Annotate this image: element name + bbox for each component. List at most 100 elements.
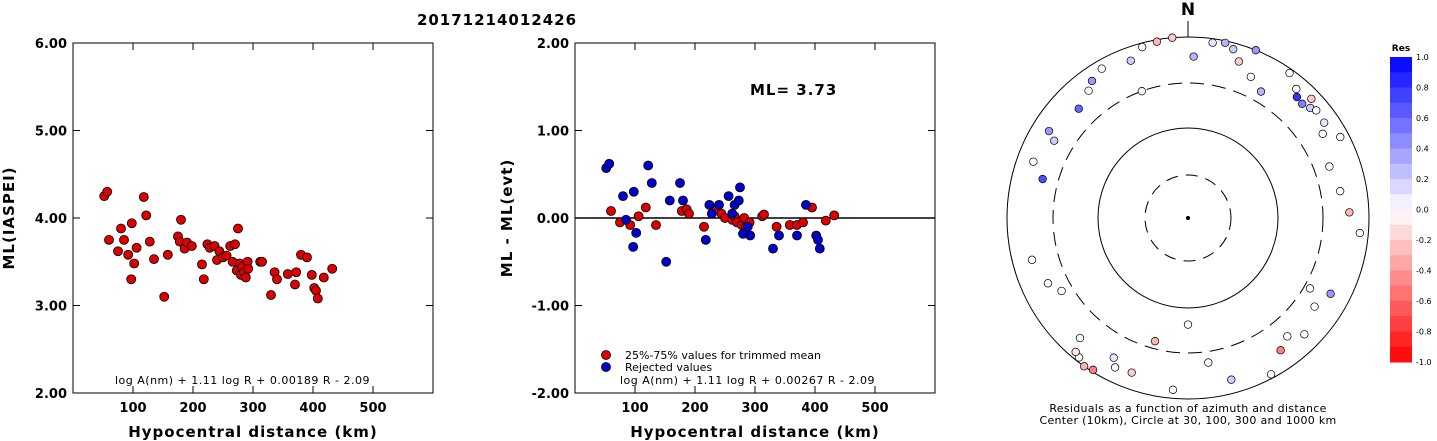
data-point [176, 214, 186, 225]
legend-marker-red [601, 350, 611, 360]
station-residual-point [1283, 332, 1292, 341]
data-point [257, 256, 267, 267]
data-point [633, 211, 644, 222]
station-residual-point [1043, 279, 1053, 288]
colorbar-tick-label: 1.0 [1416, 53, 1429, 62]
colorbar-cell [1390, 224, 1412, 241]
colorbar-tick-label: -0.2 [1416, 236, 1432, 245]
residual-colorbar: Res 1.0 0.8 0.6 0.4 0.2 0.0 -0.2 -0.4 -0.6 -0.8 -1… [1390, 44, 1432, 367]
data-point [700, 234, 711, 245]
colorbar-cell [1390, 240, 1412, 256]
y-tick-label: 1.00 [537, 125, 569, 140]
station-residual-point [1110, 363, 1120, 372]
station-residual-point [1127, 368, 1136, 377]
data-point [759, 209, 769, 220]
station-residual-point [1071, 347, 1080, 357]
data-point [678, 195, 688, 206]
station-residual-point [1183, 320, 1193, 329]
y-axis-title: ML - ML(evt) [498, 159, 516, 277]
x-tick-label: 300 [741, 401, 768, 416]
polar-caption-line1: Residuals as a function of azimuth and d… [1049, 402, 1326, 415]
ml-distance-chart: 100 200 300 400 500 2.00 3.00 4.00 5.00 6.00 ML(I… [0, 37, 434, 441]
plot-frame [72, 42, 434, 394]
data-point [640, 202, 651, 213]
colorbar-tick-label: 0.6 [1416, 114, 1429, 123]
data-point [272, 274, 282, 285]
data-point [727, 208, 738, 219]
data-point [814, 243, 825, 254]
data-point [684, 208, 694, 219]
station-residual-point [1285, 68, 1294, 78]
data-point [699, 221, 709, 232]
data-point [628, 241, 639, 252]
data-point [675, 178, 685, 188]
station-residual-point [1189, 52, 1198, 61]
station-residual-point [1027, 255, 1037, 264]
colorbar-cell [1390, 331, 1412, 348]
data-point [113, 246, 123, 257]
data-point [628, 186, 639, 197]
data-point [771, 221, 782, 232]
data-point [102, 186, 113, 197]
data-point [131, 242, 142, 253]
data-point [144, 236, 155, 247]
epicenter-dot [1186, 216, 1190, 220]
data-point [604, 158, 615, 169]
y-tick-label: 2.00 [35, 387, 67, 402]
station-residual-point [1310, 302, 1319, 311]
colorbar-title: Res [1392, 44, 1410, 54]
data-point [138, 192, 149, 202]
station-residual-point [1292, 92, 1302, 102]
data-point [240, 272, 251, 283]
colorbar-cells [1390, 57, 1412, 363]
station-residual-point [1126, 56, 1135, 65]
data-point [159, 291, 170, 302]
data-point [282, 269, 293, 279]
azimuth-residual-map: N Residuals as a function of azimuth and… [1006, 0, 1432, 427]
y-tick-label: 6.00 [35, 37, 67, 52]
colorbar-tick-label: -0.8 [1416, 328, 1432, 337]
data-point [714, 199, 724, 210]
colorbar-cell [1390, 72, 1412, 88]
y-tick-label: 0.00 [537, 212, 569, 227]
station-residual-point [1050, 136, 1059, 145]
station-residual-point [1276, 346, 1285, 355]
colorbar-cell [1390, 57, 1412, 73]
station-residual-point [1305, 284, 1315, 293]
x-tick-label: 500 [359, 401, 386, 416]
station-residual-point [1204, 358, 1213, 367]
circle-100km [1097, 127, 1279, 309]
station-residual-point [1074, 104, 1083, 113]
x-tick-label: 100 [119, 401, 146, 416]
data-point [618, 191, 628, 202]
colorbar-cell [1390, 118, 1412, 134]
colorbar-tick-label: 0.0 [1416, 206, 1429, 215]
colorbar-cell [1390, 179, 1412, 195]
station-residual-point [1229, 45, 1238, 54]
data-point [311, 285, 321, 296]
station-residual-point [1152, 37, 1162, 46]
colorbar-cell [1390, 270, 1412, 287]
colorbar-cell [1390, 148, 1412, 165]
x-tick-label: 400 [299, 401, 326, 416]
data-point [768, 243, 778, 254]
data-point [606, 206, 616, 216]
data-point [186, 241, 197, 251]
station-residual-point [1298, 99, 1307, 108]
y-tick-label: 2.00 [537, 37, 569, 52]
magnitude-formula: log A(nm) + 1.11 log R + 0.00189 R - 2.0… [115, 374, 370, 387]
station-residual-point [1326, 289, 1335, 298]
data-point [141, 210, 152, 221]
x-axis-title: Hypocentral distance (km) [630, 423, 880, 441]
data-point [116, 223, 126, 234]
station-residual-point [1336, 132, 1345, 142]
station-residual-point [1256, 87, 1266, 96]
station-residual-point [1336, 187, 1345, 196]
circle-300km [1052, 82, 1324, 354]
ml-annotation: ML= 3.73 [750, 81, 837, 99]
station-residual-point [1137, 86, 1146, 96]
data-point [302, 252, 312, 263]
station-residual-point [1345, 208, 1354, 217]
station-residual-point [1251, 46, 1260, 55]
data-point [291, 267, 302, 278]
